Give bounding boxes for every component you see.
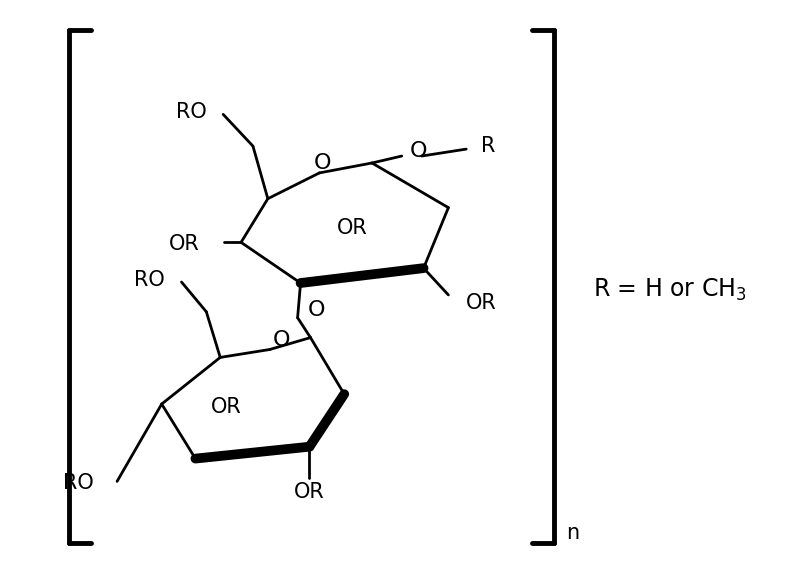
Text: OR: OR — [337, 218, 368, 238]
Text: n: n — [567, 523, 579, 543]
Text: O: O — [273, 329, 290, 349]
Text: O: O — [308, 300, 325, 320]
Text: RO: RO — [176, 103, 206, 123]
Text: O: O — [314, 153, 331, 173]
Text: OR: OR — [466, 293, 497, 313]
Text: OR: OR — [211, 397, 242, 417]
Text: OR: OR — [294, 482, 325, 502]
Text: RO: RO — [64, 474, 94, 494]
Text: OR: OR — [168, 234, 199, 254]
Text: O: O — [410, 141, 427, 161]
Text: R: R — [481, 136, 496, 156]
Text: R = H or CH$_3$: R = H or CH$_3$ — [593, 277, 747, 303]
Text: RO: RO — [134, 270, 164, 290]
